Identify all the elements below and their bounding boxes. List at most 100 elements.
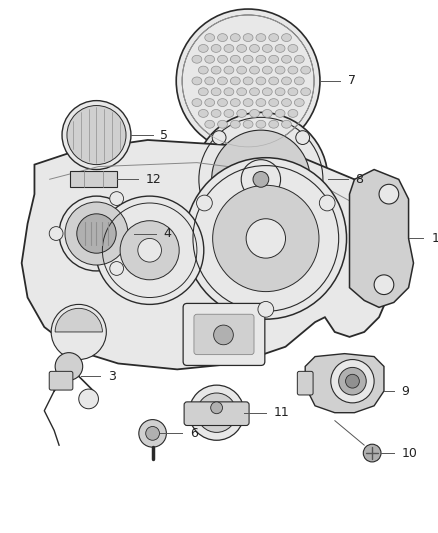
Text: 5: 5 bbox=[160, 128, 169, 142]
Circle shape bbox=[379, 184, 399, 204]
Ellipse shape bbox=[282, 55, 291, 63]
Circle shape bbox=[79, 389, 99, 409]
Circle shape bbox=[110, 192, 124, 205]
Ellipse shape bbox=[256, 55, 266, 63]
Circle shape bbox=[185, 158, 346, 319]
Ellipse shape bbox=[288, 66, 298, 74]
Circle shape bbox=[319, 195, 335, 211]
Circle shape bbox=[49, 227, 63, 240]
Text: 3: 3 bbox=[108, 370, 116, 383]
Text: 8: 8 bbox=[355, 173, 364, 186]
Circle shape bbox=[77, 214, 116, 253]
Ellipse shape bbox=[269, 34, 279, 42]
Circle shape bbox=[241, 160, 281, 199]
Ellipse shape bbox=[230, 34, 240, 42]
Circle shape bbox=[138, 238, 162, 262]
Circle shape bbox=[258, 302, 274, 317]
Ellipse shape bbox=[211, 88, 221, 96]
Ellipse shape bbox=[275, 109, 285, 117]
Ellipse shape bbox=[301, 66, 311, 74]
Text: 9: 9 bbox=[402, 384, 410, 398]
Ellipse shape bbox=[256, 120, 266, 128]
Ellipse shape bbox=[192, 55, 202, 63]
Ellipse shape bbox=[294, 77, 304, 85]
Circle shape bbox=[212, 131, 226, 144]
Circle shape bbox=[120, 221, 179, 280]
Ellipse shape bbox=[237, 88, 247, 96]
FancyBboxPatch shape bbox=[194, 314, 254, 354]
Ellipse shape bbox=[198, 109, 208, 117]
Ellipse shape bbox=[269, 77, 279, 85]
Ellipse shape bbox=[218, 77, 227, 85]
Text: 4: 4 bbox=[163, 227, 171, 240]
Ellipse shape bbox=[250, 66, 259, 74]
FancyBboxPatch shape bbox=[297, 372, 313, 395]
Ellipse shape bbox=[211, 66, 221, 74]
Ellipse shape bbox=[224, 66, 234, 74]
Ellipse shape bbox=[294, 99, 304, 107]
Circle shape bbox=[139, 419, 166, 447]
Circle shape bbox=[213, 185, 319, 292]
Ellipse shape bbox=[218, 55, 227, 63]
Ellipse shape bbox=[237, 44, 247, 52]
Circle shape bbox=[211, 402, 223, 414]
Ellipse shape bbox=[211, 109, 221, 117]
Ellipse shape bbox=[218, 99, 227, 107]
Circle shape bbox=[339, 367, 366, 395]
Ellipse shape bbox=[198, 44, 208, 52]
Polygon shape bbox=[350, 169, 413, 308]
Ellipse shape bbox=[243, 99, 253, 107]
Text: 10: 10 bbox=[402, 447, 417, 459]
Circle shape bbox=[346, 374, 359, 388]
Ellipse shape bbox=[205, 120, 215, 128]
Circle shape bbox=[51, 304, 106, 360]
Ellipse shape bbox=[198, 88, 208, 96]
Polygon shape bbox=[21, 140, 399, 369]
Ellipse shape bbox=[288, 88, 298, 96]
Ellipse shape bbox=[243, 120, 253, 128]
Ellipse shape bbox=[205, 34, 215, 42]
Ellipse shape bbox=[250, 109, 259, 117]
Ellipse shape bbox=[205, 99, 215, 107]
Ellipse shape bbox=[250, 88, 259, 96]
Wedge shape bbox=[55, 309, 102, 332]
Text: 1: 1 bbox=[431, 232, 438, 245]
Polygon shape bbox=[305, 353, 384, 413]
Ellipse shape bbox=[269, 55, 279, 63]
FancyBboxPatch shape bbox=[49, 372, 73, 390]
Ellipse shape bbox=[262, 44, 272, 52]
Ellipse shape bbox=[218, 120, 227, 128]
Ellipse shape bbox=[288, 44, 298, 52]
Circle shape bbox=[363, 444, 381, 462]
Ellipse shape bbox=[275, 44, 285, 52]
Circle shape bbox=[62, 101, 131, 169]
Circle shape bbox=[67, 106, 126, 165]
Ellipse shape bbox=[224, 109, 234, 117]
FancyBboxPatch shape bbox=[183, 303, 265, 366]
Ellipse shape bbox=[256, 34, 266, 42]
Ellipse shape bbox=[288, 109, 298, 117]
Circle shape bbox=[95, 196, 204, 304]
Ellipse shape bbox=[211, 44, 221, 52]
Ellipse shape bbox=[262, 66, 272, 74]
Ellipse shape bbox=[282, 120, 291, 128]
Polygon shape bbox=[70, 172, 117, 187]
Circle shape bbox=[146, 426, 159, 440]
Circle shape bbox=[194, 112, 328, 246]
Ellipse shape bbox=[269, 99, 279, 107]
Text: 6: 6 bbox=[190, 427, 198, 440]
Ellipse shape bbox=[282, 77, 291, 85]
Ellipse shape bbox=[243, 55, 253, 63]
Circle shape bbox=[197, 195, 212, 211]
Text: 7: 7 bbox=[347, 75, 356, 87]
Ellipse shape bbox=[275, 88, 285, 96]
FancyBboxPatch shape bbox=[184, 402, 249, 425]
Ellipse shape bbox=[262, 109, 272, 117]
Ellipse shape bbox=[262, 88, 272, 96]
Ellipse shape bbox=[256, 99, 266, 107]
Ellipse shape bbox=[192, 99, 202, 107]
Ellipse shape bbox=[198, 66, 208, 74]
Circle shape bbox=[212, 130, 310, 229]
Ellipse shape bbox=[224, 88, 234, 96]
Ellipse shape bbox=[243, 77, 253, 85]
